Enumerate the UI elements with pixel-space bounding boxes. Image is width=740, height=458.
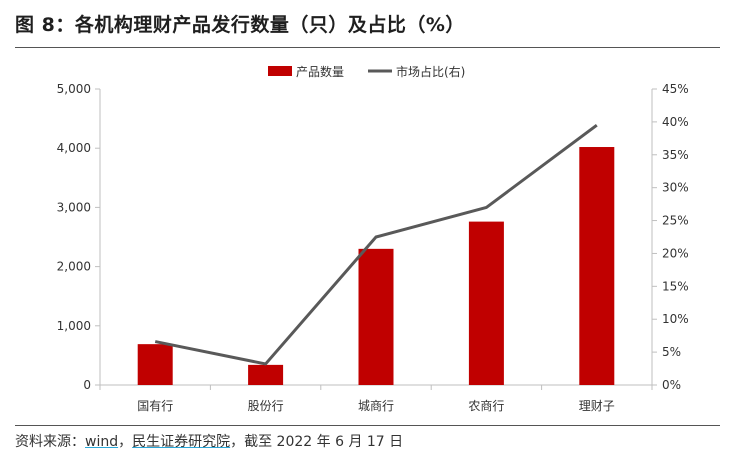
bar-农商行 bbox=[468, 221, 504, 385]
line-series bbox=[154, 123, 598, 366]
legend-bar-label: 产品数量 bbox=[296, 64, 344, 79]
top-rule bbox=[15, 47, 720, 48]
right-tick-label: 45% bbox=[662, 82, 689, 96]
figure-title: 图 8：各机构理财产品发行数量（只）及占比（%） bbox=[15, 14, 465, 36]
left-tick-label: 2,000 bbox=[57, 260, 91, 274]
bar-理财子 bbox=[579, 147, 615, 385]
source-prefix: 资料来源： bbox=[15, 434, 85, 450]
chart-legend: 产品数量 市场占比(右) bbox=[268, 64, 465, 79]
source-separator: ， bbox=[118, 434, 133, 450]
right-tick-label: 20% bbox=[662, 246, 689, 260]
legend-line-label: 市场占比(右) bbox=[396, 64, 465, 79]
right-tick-label: 35% bbox=[662, 148, 689, 162]
right-tick-label: 10% bbox=[662, 312, 689, 326]
x-tick-label: 理财子 bbox=[579, 399, 615, 413]
chart-axes: 0 1,000 2,000 3,000 4,000 5,000 0% 5% 10% 15% 20% 2… bbox=[57, 82, 689, 413]
source-name-wind: wind bbox=[85, 434, 119, 450]
right-tick-label: 25% bbox=[662, 214, 689, 228]
right-tick-label: 5% bbox=[662, 345, 681, 359]
bar-国有行 bbox=[137, 344, 173, 385]
right-tick-label: 0% bbox=[662, 378, 681, 392]
bar-股份行 bbox=[248, 364, 284, 385]
source-suffix: ，截至 2022 年 6 月 17 日 bbox=[230, 434, 404, 450]
right-tick-label: 15% bbox=[662, 279, 689, 293]
bar-series bbox=[137, 147, 615, 385]
right-tick-label: 40% bbox=[662, 115, 689, 129]
left-tick-label: 0 bbox=[83, 378, 91, 392]
left-tick-label: 4,000 bbox=[57, 141, 91, 155]
left-tick-label: 5,000 bbox=[57, 82, 91, 96]
bar-城商行 bbox=[358, 248, 394, 385]
left-tick-label: 1,000 bbox=[57, 319, 91, 333]
left-tick-label: 3,000 bbox=[57, 200, 91, 214]
x-tick-label: 国有行 bbox=[137, 399, 173, 413]
x-tick-label: 农商行 bbox=[468, 398, 504, 413]
legend-bar-swatch bbox=[268, 66, 292, 76]
source-note: 资料来源：wind，民生证券研究院，截至 2022 年 6 月 17 日 bbox=[15, 431, 403, 451]
x-tick-label: 城商行 bbox=[358, 398, 394, 413]
right-tick-label: 30% bbox=[662, 181, 689, 195]
bottom-rule bbox=[15, 425, 720, 426]
x-tick-label: 股份行 bbox=[248, 399, 284, 413]
source-name-msyj: 民生证券研究院 bbox=[132, 434, 231, 450]
